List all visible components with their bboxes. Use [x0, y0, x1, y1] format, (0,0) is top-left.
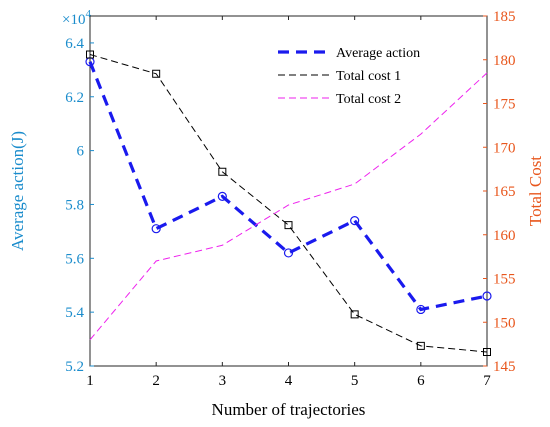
total-cost-1-point: [284, 221, 293, 230]
x-tick-label: 5: [351, 373, 359, 389]
total-cost-2-series: [89, 72, 488, 341]
total-cost-1-point: [218, 167, 227, 176]
total-cost-1-point: [152, 69, 161, 78]
left-y-tick-label: 6.4: [65, 36, 84, 52]
average-action-line: [88, 61, 488, 312]
left-y-tick-label: 6.2: [65, 90, 84, 106]
legend-entry-average-action: Average action: [278, 46, 420, 61]
total-cost-1-point: [483, 348, 491, 356]
total-cost-1-line: [89, 54, 488, 353]
left-y-tick-label: 5.6: [65, 251, 84, 267]
total-cost-1-series: [86, 50, 491, 356]
x-tick-label: 2: [152, 373, 160, 389]
left-y-axis-title: Average action(J): [8, 131, 27, 251]
total-cost-1-point: [350, 310, 359, 319]
x-axis-title: Number of trajectories: [212, 400, 366, 419]
average-action-point: [416, 304, 426, 315]
legend: Average action Total cost 1 Total cost 2: [278, 46, 420, 107]
left-y-axis-multiplier-exponent: 4: [85, 8, 91, 20]
legend-label: Total cost 2: [336, 92, 401, 107]
legend-entry-total-cost-1: Total cost 1: [278, 69, 401, 84]
x-tick-label: 1: [86, 373, 94, 389]
right-y-tick-label: 160: [493, 228, 516, 244]
average-action-point: [217, 191, 227, 201]
x-axis-ticks: 1 2 3 4 5 6 7: [86, 16, 491, 389]
average-action-point: [283, 248, 294, 258]
x-tick-label: 7: [483, 373, 491, 389]
right-y-axis-title: Total Cost: [526, 156, 545, 226]
right-y-tick-label: 145: [493, 359, 516, 375]
right-y-tick-label: 170: [493, 140, 516, 156]
legend-label: Total cost 1: [336, 69, 401, 84]
left-y-tick-label: 5.2: [65, 359, 84, 375]
left-y-tick-label: 5.8: [65, 197, 84, 213]
x-tick-label: 4: [285, 373, 293, 389]
left-y-tick-label: 5.4: [65, 305, 84, 321]
left-y-axis-multiplier-base: ×10: [62, 12, 85, 28]
total-cost-1-point: [416, 341, 425, 350]
average-action-point: [151, 224, 161, 234]
average-action-point: [482, 291, 492, 301]
left-y-axis-multiplier: ×104: [62, 8, 91, 28]
right-y-tick-label: 150: [493, 315, 516, 331]
average-action-point: [350, 216, 360, 226]
total-cost-2-line: [89, 72, 488, 341]
series-layer: [85, 50, 492, 356]
right-y-tick-label: 155: [493, 272, 516, 288]
x-tick-label: 6: [417, 373, 425, 389]
left-y-axis-ticks: 5.2 5.4 5.6 5.8 6 6.2 6.4: [65, 36, 94, 375]
average-action-series: [85, 57, 492, 315]
left-y-tick-label: 6: [77, 144, 85, 160]
x-tick-label: 3: [219, 373, 227, 389]
right-y-tick-label: 185: [493, 9, 516, 25]
total-cost-1-point: [86, 50, 94, 59]
right-y-axis-ticks: 145 150 155 160 165 170 175 180 185: [483, 9, 516, 375]
right-y-tick-label: 175: [493, 97, 516, 113]
right-y-tick-label: 180: [493, 53, 516, 69]
legend-label: Average action: [336, 46, 420, 61]
legend-entry-total-cost-2: Total cost 2: [278, 92, 401, 107]
right-y-tick-label: 165: [493, 184, 516, 200]
